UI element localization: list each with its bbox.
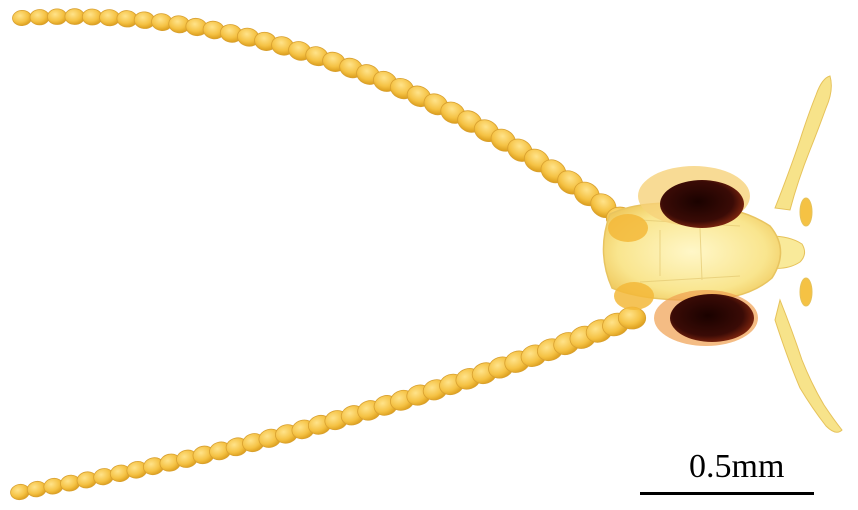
scale-bar-label: 0.5mm xyxy=(689,448,785,485)
scale-bar xyxy=(640,492,814,495)
antenna-segment xyxy=(47,8,68,25)
head-capsule xyxy=(602,202,782,310)
lower-antenna xyxy=(10,306,647,501)
antenna-segment xyxy=(12,9,32,27)
antenna-segment xyxy=(29,9,50,26)
upper-antenna xyxy=(12,8,635,230)
antenna-segment xyxy=(617,306,647,330)
antenna-segment xyxy=(64,8,85,25)
compound-eyes xyxy=(638,166,758,346)
